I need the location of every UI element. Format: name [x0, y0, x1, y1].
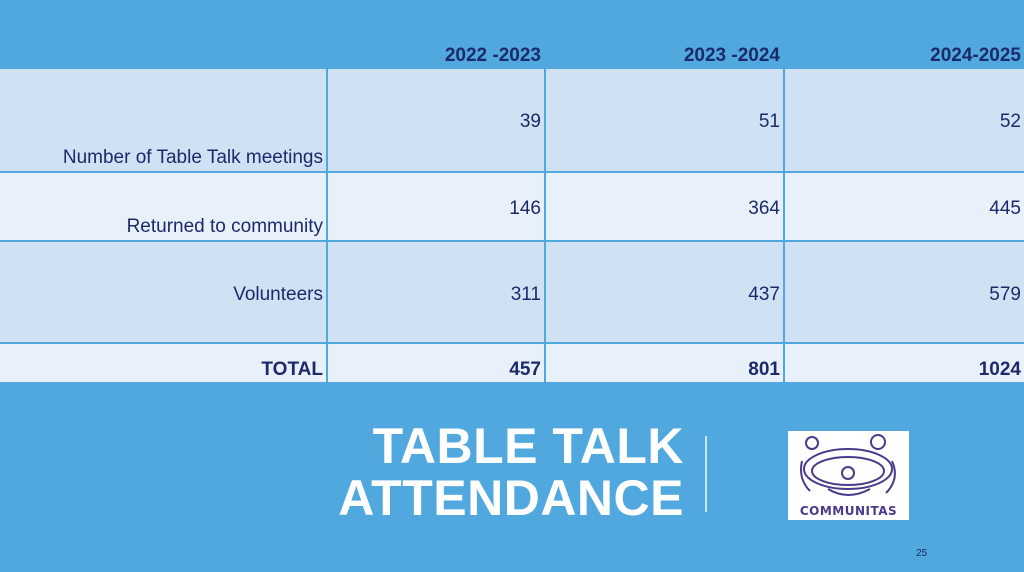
title-divider — [705, 436, 707, 512]
table-total-row: TOTAL 457 801 1024 — [0, 344, 1024, 382]
table-header-row: 2022 -2023 2023 -2024 2024-2025 — [0, 0, 1024, 67]
communitas-logo: COMMUNITAS — [788, 431, 909, 520]
table-row: Volunteers 311 437 579 — [0, 242, 1024, 342]
table-cell: 146 — [328, 173, 544, 240]
logo-text: COMMUNITAS — [799, 504, 898, 518]
table-cell: 52 — [785, 69, 1024, 171]
table-cell: 445 — [785, 173, 1024, 240]
table-cell: 364 — [546, 173, 783, 240]
table-cell: 51 — [546, 69, 783, 171]
row-label: Volunteers — [0, 242, 326, 342]
page-number: 25 — [916, 548, 928, 559]
header-cell-empty — [0, 0, 326, 67]
table-cell: 579 — [785, 242, 1024, 342]
table-row: Number of Table Talk meetings 39 51 52 — [0, 69, 1024, 171]
row-label: Number of Table Talk meetings — [0, 69, 326, 171]
header-cell-2023-2024: 2023 -2024 — [546, 0, 783, 67]
row-label: Returned to community — [0, 173, 326, 240]
slide-title-line1: TABLE TALK — [372, 418, 684, 474]
total-cell: 801 — [546, 344, 783, 382]
table-row: Returned to community 146 364 445 — [0, 173, 1024, 240]
total-cell: 457 — [328, 344, 544, 382]
total-label: TOTAL — [0, 344, 326, 382]
slide-title-line2: ATTENDANCE — [338, 470, 684, 526]
people-circle-icon — [800, 434, 896, 496]
table-cell: 437 — [546, 242, 783, 342]
total-cell: 1024 — [785, 344, 1024, 382]
header-cell-2024-2025: 2024-2025 — [785, 0, 1024, 67]
table-cell: 311 — [328, 242, 544, 342]
table-cell: 39 — [328, 69, 544, 171]
slide-title: TABLE TALK ATTENDANCE — [318, 420, 684, 524]
header-cell-2022-2023: 2022 -2023 — [328, 0, 544, 67]
